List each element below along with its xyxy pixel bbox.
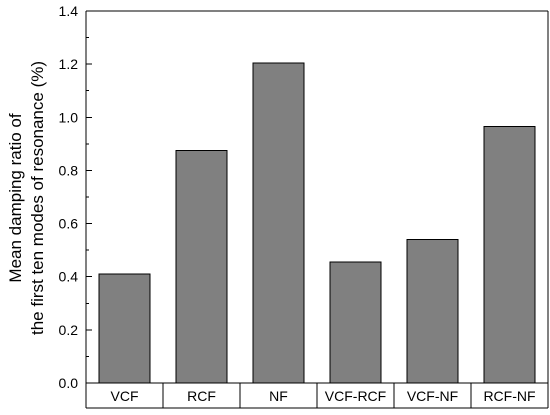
x-category-label: RCF-NF [483, 388, 535, 404]
plot-area [98, 62, 536, 384]
y-axis: 0.0 0.2 0.4 0.6 0.8 1.0 1.2 1.4 [59, 3, 549, 408]
bar [406, 239, 459, 384]
y-tick-label: 0.8 [59, 162, 79, 178]
x-category-label: VCF [111, 388, 139, 404]
x-category-label: VCF-RCF [325, 388, 386, 404]
y-tick-label: 1.0 [59, 109, 79, 125]
y-tick-label: 1.4 [59, 3, 79, 19]
y-tick-label: 0.2 [59, 322, 79, 338]
bar [252, 62, 305, 384]
y-tick-label: 0.4 [59, 269, 79, 285]
bar [175, 150, 228, 384]
bar [329, 261, 382, 384]
y-tick-label: 0.0 [59, 375, 79, 391]
y-tick-label: 0.6 [59, 216, 79, 232]
bar [98, 273, 151, 384]
y-tick-label: 1.2 [59, 56, 79, 72]
bar [483, 126, 536, 384]
x-category-label: NF [269, 388, 288, 404]
y-axis-title-line2: the first ten modes of resonance (%) [28, 61, 47, 335]
x-category-label: RCF [187, 388, 216, 404]
x-axis: VCF RCF NF VCF-RCF VCF-NF RCF-NF [86, 382, 548, 409]
y-axis-title-line1: Mean damping ratio of [6, 113, 25, 282]
x-category-label: VCF-NF [407, 388, 458, 404]
